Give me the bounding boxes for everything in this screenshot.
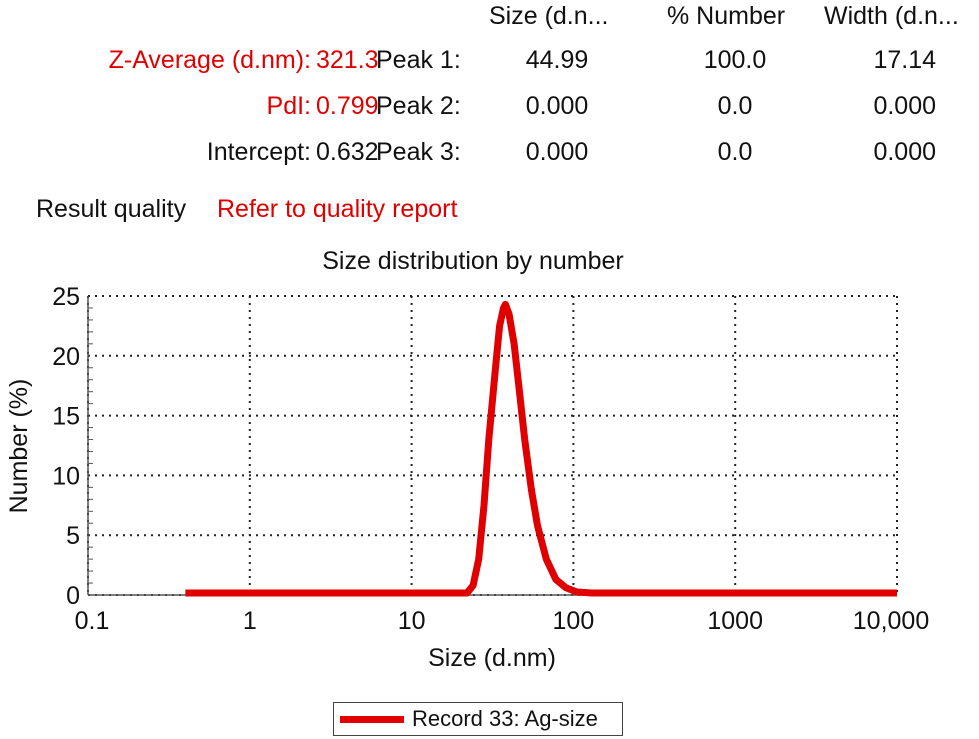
z-average-value: 321.3: [316, 46, 379, 74]
pdi-value: 0.799: [316, 92, 379, 120]
y-tick-label: 10: [52, 462, 80, 490]
legend-swatch: [340, 716, 404, 723]
peak-width: 17.14: [873, 46, 936, 74]
legend-entry: Record 33: Ag-size: [412, 706, 598, 731]
x-tick-label: 10: [398, 607, 426, 635]
result-quality-link[interactable]: Refer to quality report: [217, 195, 458, 223]
peak-size: 0.000: [525, 92, 589, 120]
y-tick-label: 25: [52, 283, 80, 311]
y-tick-label: 20: [52, 343, 80, 371]
series-line: [185, 300, 897, 597]
z-average-label: Z-Average (d.nm):: [108, 46, 311, 74]
peak-width: 0.000: [873, 138, 936, 166]
header-size: Size (d.n...: [489, 2, 609, 30]
pdi-label: PdI:: [266, 92, 311, 120]
header-width: Width (d.n...: [824, 2, 959, 30]
x-tick-label: 100: [553, 607, 595, 635]
peak-size: 0.000: [525, 138, 589, 166]
chart-legend: Record 33: Ag-size: [333, 702, 623, 736]
x-tick-label: 1: [243, 607, 257, 635]
y-tick-label: 5: [66, 522, 80, 550]
y-axis-ticks: 0 5 10 15 20 25: [52, 283, 80, 610]
chart-series: [185, 300, 897, 597]
chart-axes: [87, 296, 897, 596]
chart-grid: [87, 295, 898, 596]
peak-number: 100.0: [703, 46, 767, 74]
x-tick-label: 10,000: [853, 607, 929, 635]
intercept-value: 0.632: [316, 138, 379, 166]
x-axis-label: Size (d.nm): [428, 644, 556, 672]
peak-label: Peak 2:: [376, 92, 461, 120]
x-tick-label: 0.1: [75, 607, 110, 635]
header-number: % Number: [667, 2, 786, 30]
peak-number: 0.0: [717, 138, 753, 166]
peak-label: Peak 1:: [376, 46, 461, 74]
peak-size: 44.99: [525, 46, 589, 74]
peak-number: 0.0: [717, 92, 753, 120]
x-axis-ticks: 0.1 1 10 100 1000 10,000: [75, 607, 930, 635]
result-quality-label: Result quality: [36, 195, 187, 223]
intercept-label: Intercept:: [206, 138, 311, 166]
peak-label: Peak 3:: [376, 138, 461, 166]
x-tick-label: 1000: [707, 607, 763, 635]
y-axis-label: Number (%): [5, 379, 33, 514]
y-tick-label: 0: [66, 582, 80, 610]
chart-title: Size distribution by number: [322, 247, 624, 275]
y-tick-label: 15: [52, 403, 80, 431]
peak-width: 0.000: [873, 92, 936, 120]
